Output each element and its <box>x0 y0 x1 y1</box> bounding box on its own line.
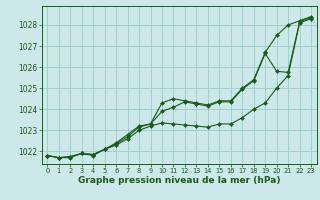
X-axis label: Graphe pression niveau de la mer (hPa): Graphe pression niveau de la mer (hPa) <box>78 176 280 185</box>
